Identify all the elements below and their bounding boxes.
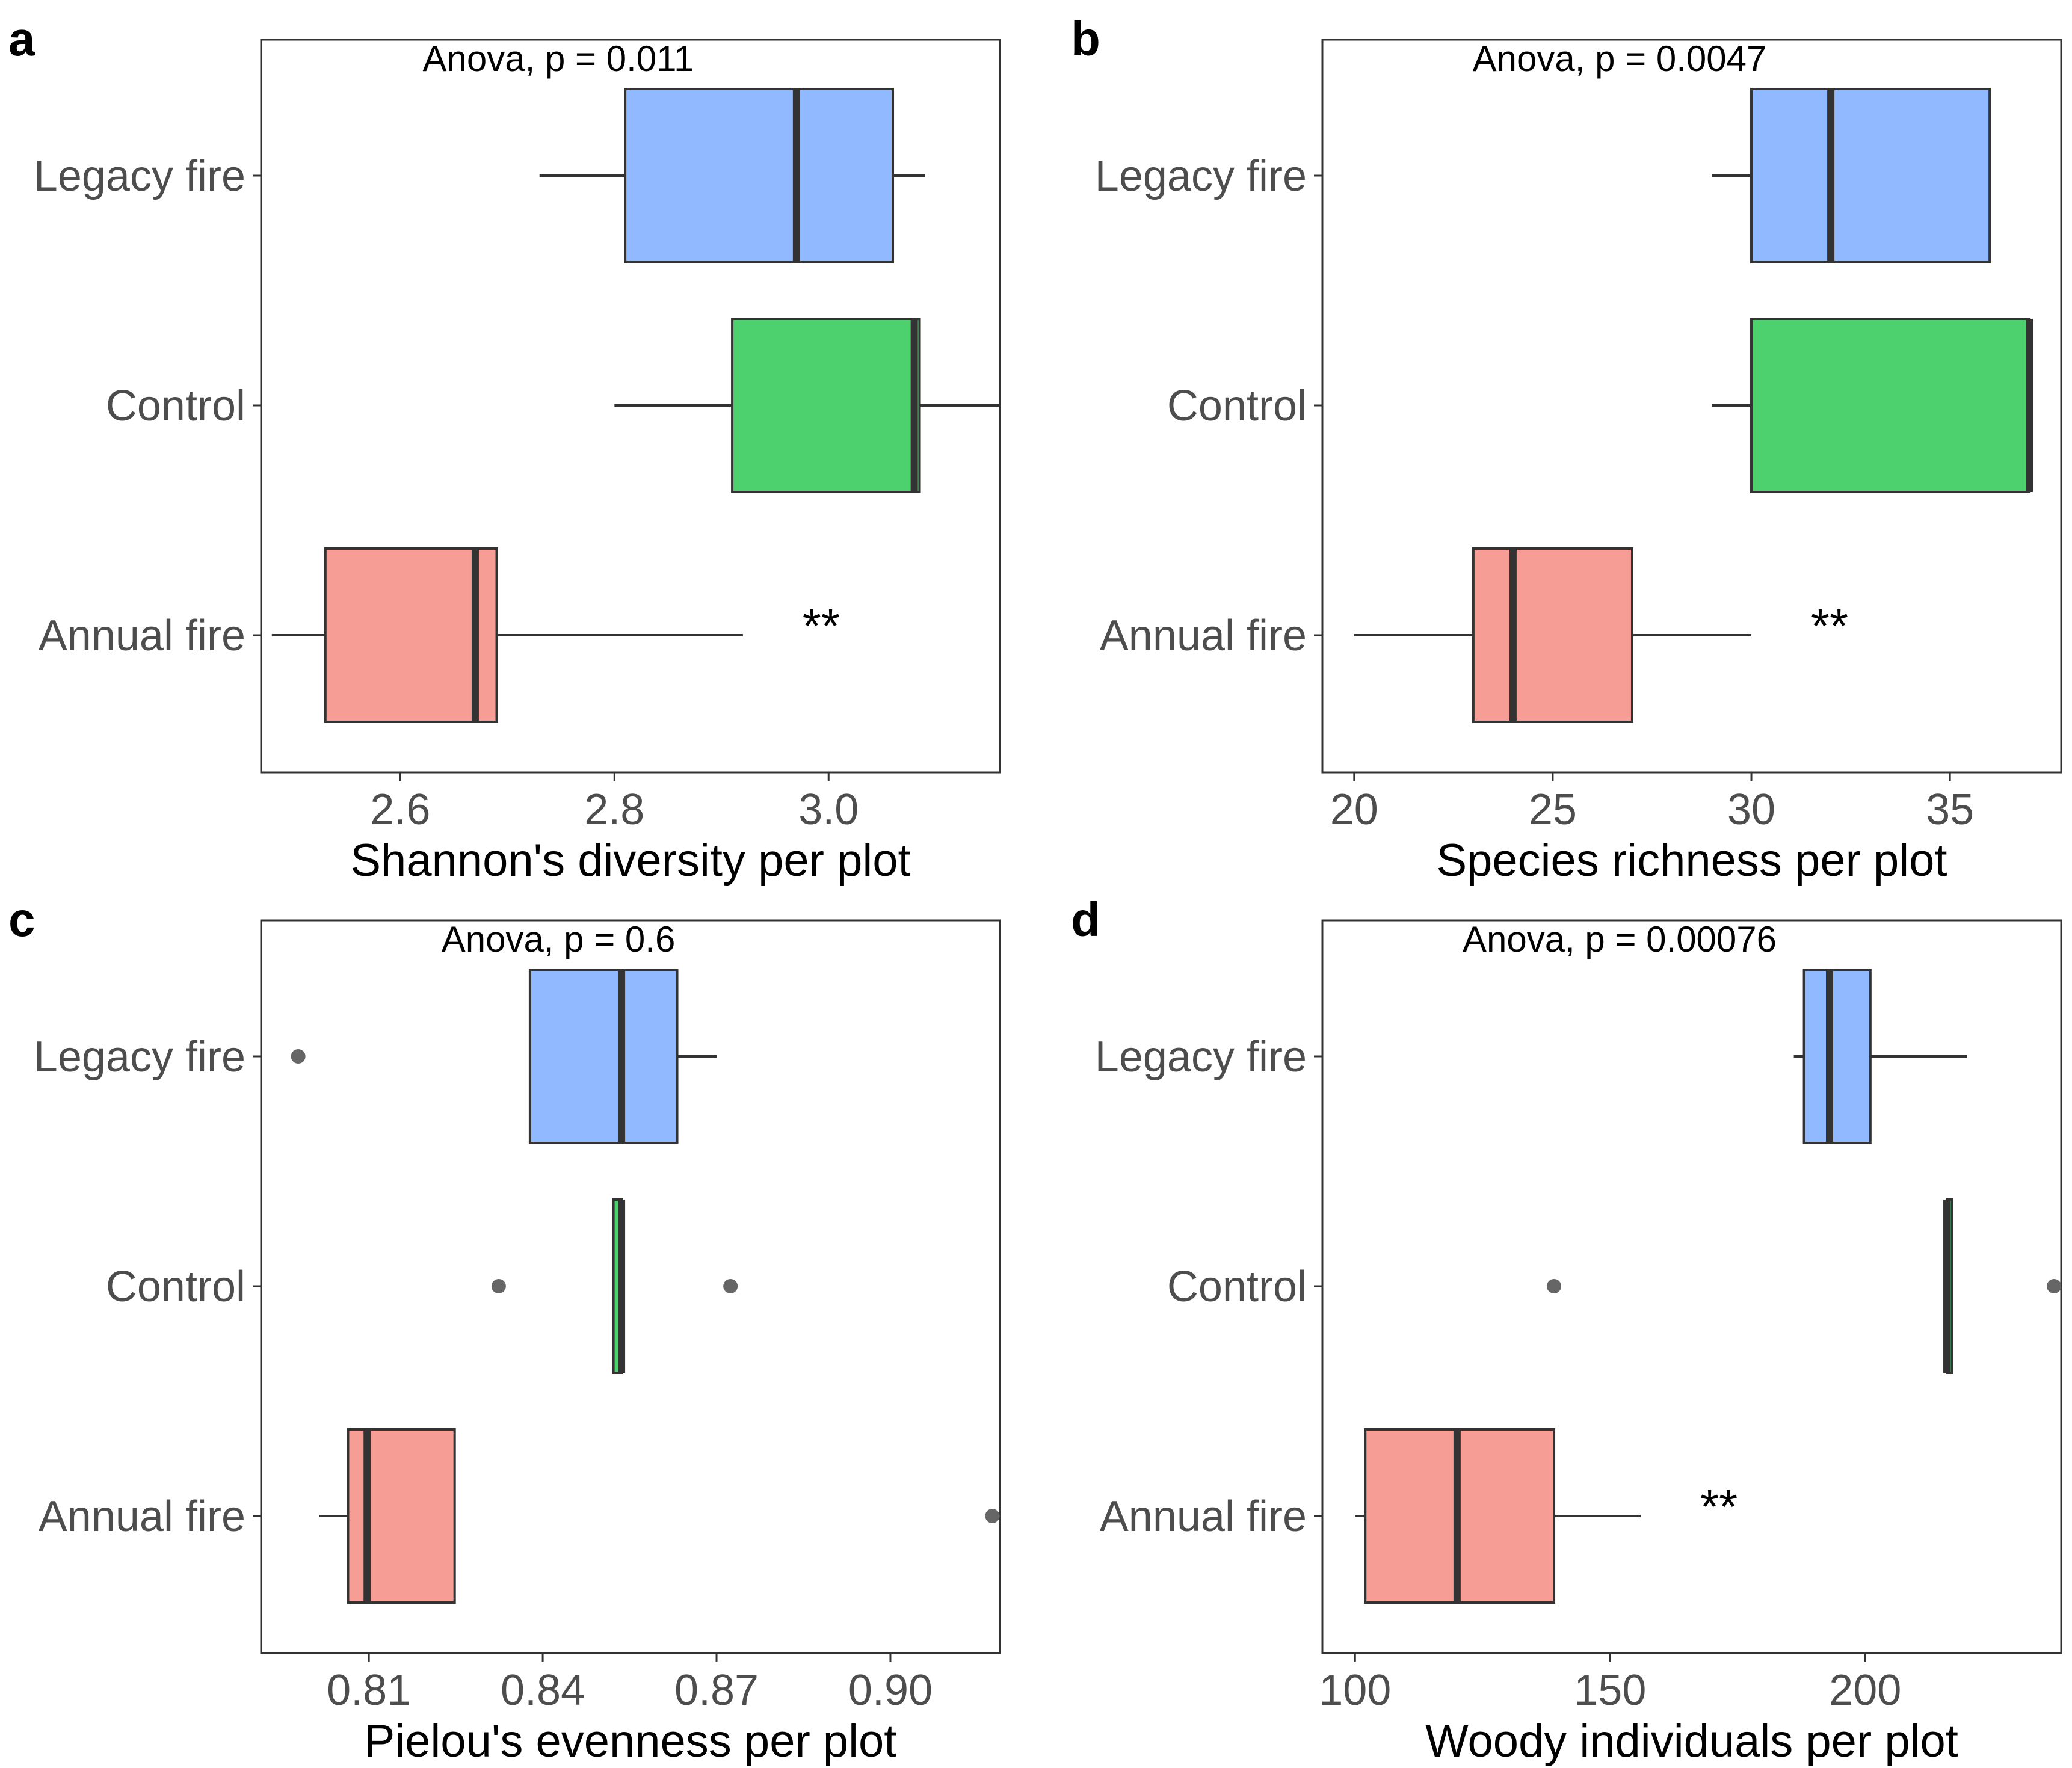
x-axis-label: Pielou's evenness per plot	[365, 1716, 897, 1767]
box-body	[731, 318, 921, 493]
panel-b: b Anova, p = 0.0047 Legacy fire Control Annu…	[1071, 12, 2062, 886]
panel-letter: b	[1071, 12, 1100, 66]
outlier-point	[1547, 1279, 1562, 1293]
x-tick-label: 30	[1727, 786, 1775, 834]
x-axis-label: Woody individuals per plot	[1425, 1716, 1958, 1767]
x-tick-label: 100	[1319, 1666, 1391, 1714]
box-control	[614, 318, 1000, 493]
panel-letter: c	[8, 893, 35, 946]
y-tick-label: Legacy fire	[34, 152, 245, 200]
box-control	[1547, 1198, 2062, 1374]
box-legacy-fire	[1712, 88, 1991, 263]
y-tick-label: Annual fire	[39, 1492, 245, 1541]
box-annual-fire	[1355, 1428, 1641, 1604]
outlier-point	[723, 1279, 738, 1293]
y-tick-label: Legacy fire	[1095, 1033, 1307, 1081]
x-tick-label: 200	[1829, 1666, 1901, 1714]
y-tick-label: Control	[106, 382, 245, 430]
box-body	[528, 969, 679, 1144]
panel-a: a Anova, p = 0.011 Legacy fire Control Annua…	[8, 12, 1001, 886]
x-tick-label: 2.8	[584, 786, 644, 834]
outlier-point	[291, 1049, 306, 1064]
y-tick-label: Annual fire	[1100, 612, 1307, 660]
significance-marker: **	[1811, 599, 1848, 653]
x-tick-label: 3.0	[798, 786, 859, 834]
anova-annotation: Anova, p = 0.011	[423, 39, 694, 79]
box-legacy-fire	[539, 88, 925, 263]
x-tick-label: 150	[1574, 1666, 1646, 1714]
y-tick-label: Control	[106, 1263, 245, 1311]
x-tick-label: 25	[1529, 786, 1577, 834]
x-axis-label: Species richness per plot	[1436, 835, 1947, 886]
box-body	[1802, 969, 1872, 1144]
anova-annotation: Anova, p = 0.00076	[1463, 919, 1777, 959]
box-body	[324, 547, 498, 723]
y-tick-label: Legacy fire	[1095, 152, 1307, 200]
outlier-point	[491, 1279, 506, 1293]
panel-letter: a	[8, 12, 35, 66]
box-legacy-fire	[291, 969, 717, 1144]
box-annual-fire	[1354, 547, 1752, 723]
x-tick-label: 0.81	[327, 1666, 411, 1714]
x-tick-label: 0.87	[674, 1666, 759, 1714]
outlier-point	[2047, 1279, 2062, 1293]
y-tick-label: Legacy fire	[34, 1033, 245, 1081]
y-tick-label: Control	[1167, 382, 1307, 430]
x-tick-label: 20	[1330, 786, 1378, 834]
y-tick-label: Annual fire	[39, 612, 245, 660]
anova-annotation: Anova, p = 0.6	[442, 919, 676, 959]
x-tick-label: 0.90	[848, 1666, 933, 1714]
panel-d: d Anova, p = 0.00076 Legacy fire Control Ann…	[1071, 893, 2062, 1767]
y-tick-label: Control	[1167, 1263, 1307, 1311]
outlier-point	[985, 1509, 1000, 1523]
x-tick-label: 35	[1926, 786, 1974, 834]
box-control	[491, 1198, 738, 1374]
box-annual-fire	[271, 547, 743, 723]
box-body	[1750, 318, 2031, 493]
panel-c: c Anova, p = 0.6 Legacy fire Control Annual …	[8, 893, 1001, 1767]
significance-marker: **	[803, 599, 840, 653]
box-body	[1750, 88, 1991, 263]
y-tick-label: Annual fire	[1100, 1492, 1307, 1541]
x-axis-label: Shannon's diversity per plot	[350, 835, 910, 886]
box-body	[1472, 547, 1633, 723]
x-tick-label: 0.84	[501, 1666, 585, 1714]
box-annual-fire	[319, 1428, 1000, 1604]
box-body	[624, 88, 895, 263]
x-tick-label: 2.6	[370, 786, 430, 834]
box-control	[1712, 318, 2033, 493]
significance-marker: **	[1700, 1480, 1737, 1533]
panel-letter: d	[1071, 893, 1100, 946]
box-legacy-fire	[1793, 969, 1967, 1144]
anova-annotation: Anova, p = 0.0047	[1473, 39, 1767, 79]
